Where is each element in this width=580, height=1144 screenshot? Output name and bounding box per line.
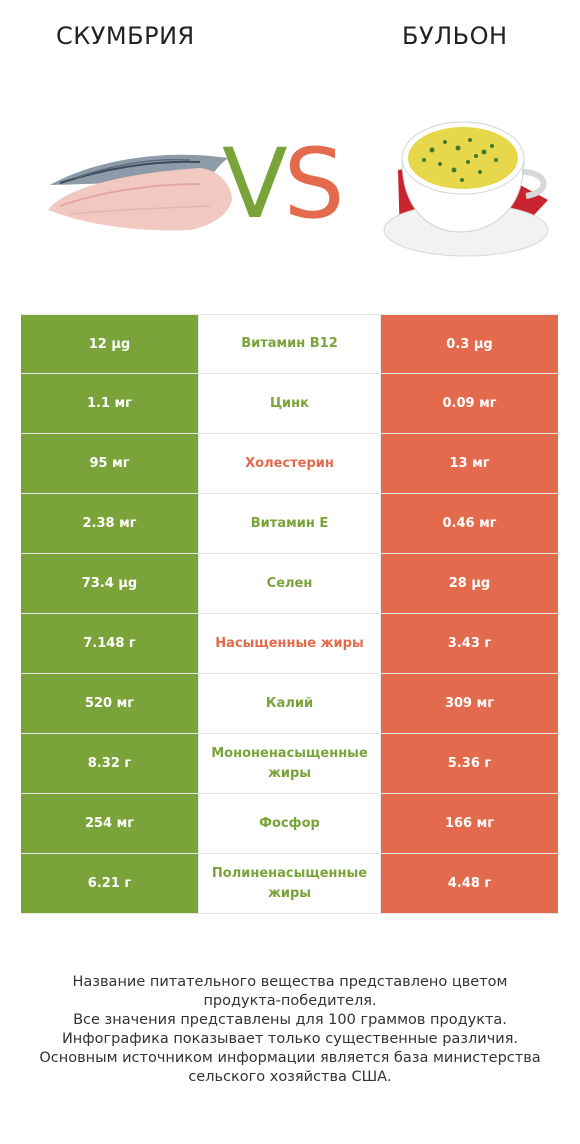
left-value: 1.1 мг: [21, 374, 198, 433]
footer-line: Все значения представлены для 100 граммо…: [73, 1012, 507, 1028]
left-value: 2.38 мг: [21, 494, 198, 553]
table-row: 254 мг Фосфор 166 мг: [21, 794, 558, 854]
nutrient-label: Полиненасыщенные жиры: [198, 854, 381, 913]
right-value: 13 мг: [381, 434, 558, 493]
right-value: 4.48 г: [381, 854, 558, 913]
vs-letter-v: V: [222, 128, 288, 240]
table-row: 73.4 µg Селен 28 µg: [21, 554, 558, 614]
nutrient-label: Насыщенные жиры: [198, 614, 381, 673]
nutrient-label: Витамин E: [198, 494, 381, 553]
nutrient-label: Цинк: [198, 374, 381, 433]
footer-line: сельского хозяйства США.: [188, 1069, 392, 1085]
nutrient-label: Витамин B12: [198, 315, 381, 373]
left-value: 520 мг: [21, 674, 198, 733]
comparison-table: 12 µg Витамин B12 0.3 µg 1.1 мг Цинк 0.09 мг 9…: [21, 314, 558, 914]
right-value: 5.36 г: [381, 734, 558, 793]
mackerel-fillet-image: [48, 154, 232, 231]
footer-line: Инфографика показывает только существенн…: [61, 1031, 519, 1047]
vs-label: VS: [222, 134, 345, 234]
nutrient-label: Холестерин: [198, 434, 381, 493]
nutrient-label: Селен: [198, 554, 381, 613]
table-row: 2.38 мг Витамин E 0.46 мг: [21, 494, 558, 554]
table-row: 6.21 г Полиненасыщенные жиры 4.48 г: [21, 854, 558, 914]
right-value: 309 мг: [381, 674, 558, 733]
nutrient-label: Фосфор: [198, 794, 381, 853]
left-product-title: СКУМБРИЯ: [56, 22, 195, 50]
left-value: 73.4 µg: [21, 554, 198, 613]
broth-bowl-image: [383, 121, 549, 257]
right-product-title: БУЛЬОН: [402, 22, 508, 50]
left-value: 95 мг: [21, 434, 198, 493]
left-value: 8.32 г: [21, 734, 198, 793]
left-value: 12 µg: [21, 315, 198, 373]
hero-illustration: [48, 121, 549, 257]
table-row: 95 мг Холестерин 13 мг: [21, 434, 558, 494]
footer-line: продукта-победителя.: [203, 993, 377, 1009]
table-row: 7.148 г Насыщенные жиры 3.43 г: [21, 614, 558, 674]
footer-note: Название питательного вещества представл…: [20, 973, 560, 1087]
table-row: 12 µg Витамин B12 0.3 µg: [21, 314, 558, 374]
nutrient-label: Калий: [198, 674, 381, 733]
vs-letter-s: S: [283, 128, 345, 240]
footer-line: Название питательного вещества представл…: [72, 974, 508, 990]
right-value: 0.3 µg: [381, 315, 558, 373]
right-value: 0.09 мг: [381, 374, 558, 433]
right-value: 3.43 г: [381, 614, 558, 673]
nutrient-label: Мононенасыщенные жиры: [198, 734, 381, 793]
table-row: 520 мг Калий 309 мг: [21, 674, 558, 734]
table-row: 1.1 мг Цинк 0.09 мг: [21, 374, 558, 434]
right-value: 28 µg: [381, 554, 558, 613]
table-row: 8.32 г Мононенасыщенные жиры 5.36 г: [21, 734, 558, 794]
footer-line: Основным источником информации является …: [39, 1050, 541, 1066]
left-value: 7.148 г: [21, 614, 198, 673]
left-value: 6.21 г: [21, 854, 198, 913]
right-value: 0.46 мг: [381, 494, 558, 553]
left-value: 254 мг: [21, 794, 198, 853]
right-value: 166 мг: [381, 794, 558, 853]
